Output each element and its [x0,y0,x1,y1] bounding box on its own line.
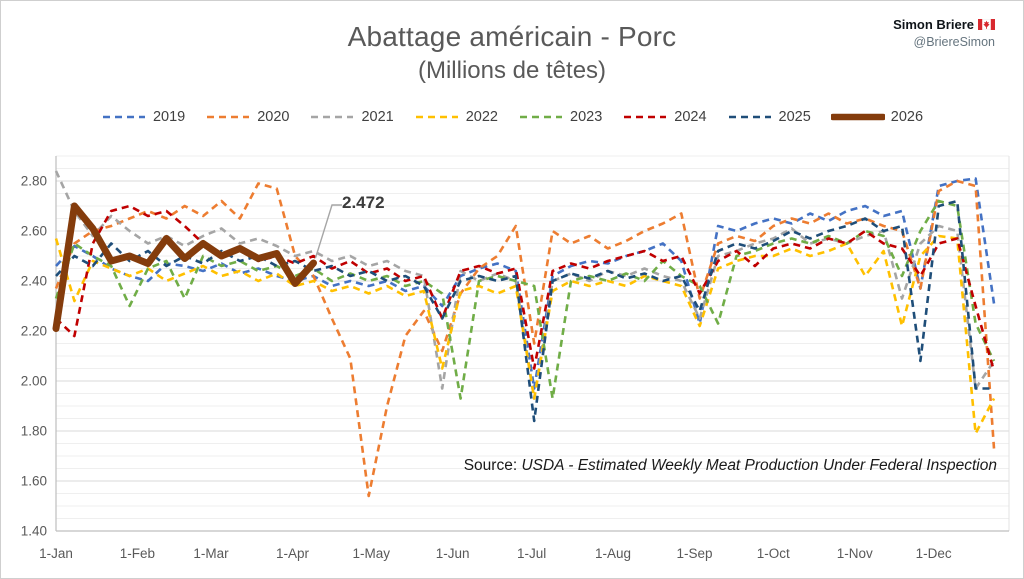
legend-swatch-2025 [728,115,771,119]
svg-text:1-Apr: 1-Apr [276,546,310,561]
svg-text:1-Jun: 1-Jun [436,546,470,561]
svg-text:1-Jan: 1-Jan [39,546,73,561]
legend-item-2023: 2023 [518,109,602,125]
svg-text:1.80: 1.80 [21,424,47,439]
svg-text:1-Mar: 1-Mar [193,546,229,561]
series-line-2023 [54,199,996,400]
author-block: Simon Briere @BriereSimon [893,16,995,50]
svg-text:2.40: 2.40 [21,274,47,289]
chart-subtitle: (Millions de têtes) [417,57,607,84]
series-line-2019 [55,177,996,390]
legend-label-2022: 2022 [465,109,498,125]
svg-text:2.20: 2.20 [21,324,47,339]
svg-text:1-Jul: 1-Jul [517,546,546,561]
source-text: USDA - Estimated Weekly Meat Production … [521,457,997,474]
legend-item-2026: 2026 [830,109,924,125]
legend-label-2025: 2025 [778,109,811,125]
legend-item-2019: 2019 [101,109,185,125]
legend-item-2022: 2022 [414,109,498,125]
legend-item-2021: 2021 [309,109,394,125]
x-axis-labels: 1-Jan 1-Feb 1-Mar 1-Apr 1-May 1-Jun 1-Jul 1-Aug… [39,546,952,561]
svg-text:1-May: 1-May [353,546,391,561]
series-line-2022 [54,234,996,435]
legend-swatch-2019 [102,115,145,119]
legend: 2019 2020 2021 2022 2023 2024 2025 2026 [1,109,1023,125]
svg-text:1.60: 1.60 [21,474,47,489]
svg-text:1-Aug: 1-Aug [595,546,631,561]
svg-text:1-Sep: 1-Sep [676,546,712,561]
svg-text:1-Oct: 1-Oct [757,546,790,561]
legend-swatch-2023 [520,115,562,119]
series-line-2025 [55,199,994,423]
svg-text:1-Nov: 1-Nov [837,546,873,561]
source-note: Source: USDA - Estimated Weekly Meat Pro… [464,457,997,475]
author-name: Simon Briere [893,17,974,32]
legend-swatch-2022 [415,115,458,119]
legend-swatch-2024 [624,115,667,119]
chart-title: Abattage américain - Porc [347,21,677,52]
legend-label-2023: 2023 [570,109,603,125]
svg-text:2.80: 2.80 [21,174,47,189]
legend-swatch-2020 [207,115,250,119]
legend-swatch-2021 [311,115,354,119]
svg-text:2.60: 2.60 [21,224,47,239]
legend-label-2021: 2021 [361,109,394,125]
legend-label-2020: 2020 [257,109,290,125]
legend-item-2024: 2024 [622,109,707,125]
legend-item-2020: 2020 [205,109,289,125]
annotation-2026-value: 2.472 [342,193,385,212]
series-line-2026 [52,202,317,332]
legend-item-2025: 2025 [727,109,811,125]
svg-text:1.40: 1.40 [21,524,47,539]
svg-text:2.00: 2.00 [21,374,47,389]
legend-label-2024: 2024 [674,109,707,125]
legend-swatch-2026 [830,113,885,121]
author-handle: @BriereSimon [913,34,995,49]
annotation-leader-line [314,204,342,259]
legend-label-2019: 2019 [152,109,186,125]
source-prefix: Source: [463,457,522,474]
svg-text:1-Dec: 1-Dec [916,546,952,561]
svg-text:1-Feb: 1-Feb [120,546,155,561]
y-axis-labels: 1.40 1.60 1.80 2.00 2.20 2.40 2.60 2.80 [21,174,47,539]
legend-label-2026: 2026 [890,109,924,125]
canada-flag-icon [978,19,995,31]
